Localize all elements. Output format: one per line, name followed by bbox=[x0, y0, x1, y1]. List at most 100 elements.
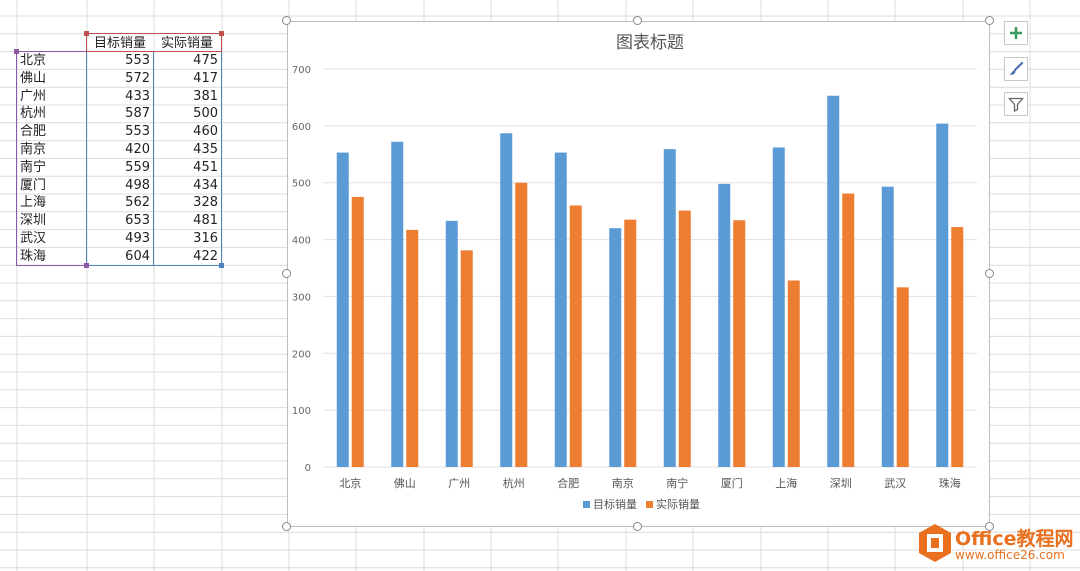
city-cell[interactable]: 杭州 bbox=[20, 106, 47, 122]
legend-label: 实际销量 bbox=[656, 497, 700, 511]
legend-label: 目标销量 bbox=[593, 497, 637, 511]
x-tick-label: 武汉 bbox=[884, 477, 906, 490]
resize-handle-top[interactable] bbox=[633, 16, 642, 25]
x-tick-label: 南京 bbox=[612, 476, 634, 490]
target-cell[interactable]: 653 bbox=[125, 213, 150, 229]
x-tick-label: 厦门 bbox=[721, 476, 743, 490]
resize-handle-top-left[interactable] bbox=[282, 16, 291, 25]
bar-target bbox=[827, 95, 840, 468]
actual-cell[interactable]: 500 bbox=[193, 106, 218, 122]
target-cell[interactable]: 559 bbox=[125, 159, 150, 175]
bar-actual bbox=[406, 229, 419, 467]
city-cell[interactable]: 北京 bbox=[20, 53, 47, 68]
resize-handle-bottom[interactable] bbox=[633, 522, 642, 531]
bar-target bbox=[718, 183, 731, 467]
actual-cell[interactable]: 328 bbox=[193, 195, 218, 211]
bar-actual bbox=[896, 287, 909, 467]
bar-target bbox=[772, 147, 785, 467]
target-cell[interactable]: 572 bbox=[125, 70, 150, 86]
x-tick-label: 北京 bbox=[339, 476, 361, 490]
resize-handle-right[interactable] bbox=[985, 269, 994, 278]
bar-target bbox=[336, 152, 349, 467]
bar-target bbox=[391, 141, 404, 467]
chart-plot: 图表标题 0 100 200 300 400 500 600 700 北京 佛山 广州 杭州 合肥 南京 南宁… bbox=[292, 33, 977, 511]
chart-filters-button[interactable] bbox=[1004, 92, 1028, 116]
actual-cell[interactable]: 422 bbox=[193, 248, 218, 264]
resize-handle-top-right[interactable] bbox=[985, 16, 994, 25]
chart-elements-button[interactable] bbox=[1004, 21, 1028, 45]
city-cell[interactable]: 上海 bbox=[20, 195, 47, 211]
target-cell[interactable]: 493 bbox=[125, 231, 150, 246]
city-cell[interactable]: 武汉 bbox=[20, 231, 47, 246]
resize-handle-bottom-right[interactable] bbox=[985, 522, 994, 531]
bar-actual bbox=[351, 196, 364, 467]
x-tick-label: 深圳 bbox=[830, 477, 852, 490]
range-corner-handle[interactable] bbox=[84, 31, 89, 36]
city-cell[interactable]: 广州 bbox=[20, 88, 47, 104]
target-cell[interactable]: 604 bbox=[125, 248, 150, 264]
city-cell[interactable]: 合肥 bbox=[20, 124, 47, 140]
chart-area[interactable]: 图表标题 0 100 200 300 400 500 600 700 北京 佛山 广州 杭州 合肥 南京 南宁… bbox=[287, 21, 990, 527]
city-cell[interactable]: 厦门 bbox=[20, 177, 47, 193]
bar-actual bbox=[624, 219, 637, 467]
actual-cell[interactable]: 435 bbox=[193, 142, 218, 157]
target-cell[interactable]: 553 bbox=[125, 124, 150, 140]
bar-target bbox=[881, 186, 894, 468]
actual-cell[interactable]: 417 bbox=[193, 70, 218, 86]
target-cell[interactable]: 498 bbox=[125, 177, 150, 193]
bar-actual bbox=[460, 250, 473, 467]
actual-cell[interactable]: 451 bbox=[193, 159, 218, 175]
office-logo-icon bbox=[919, 524, 951, 562]
actual-cell[interactable]: 316 bbox=[193, 231, 218, 246]
y-tick-label: 0 bbox=[305, 463, 311, 474]
header-target[interactable]: 目标销量 bbox=[93, 36, 146, 51]
resize-handle-left[interactable] bbox=[282, 269, 291, 278]
logo-url-text: www.office26.com bbox=[955, 548, 1065, 562]
bar-actual bbox=[569, 205, 582, 467]
target-cell[interactable]: 562 bbox=[125, 195, 150, 211]
actual-cell[interactable]: 475 bbox=[193, 53, 218, 68]
target-cell[interactable]: 587 bbox=[125, 106, 150, 122]
resize-handle-bottom-left[interactable] bbox=[282, 522, 291, 531]
y-tick-label: 600 bbox=[292, 122, 311, 133]
range-corner-handle[interactable] bbox=[219, 263, 224, 268]
actual-cell[interactable]: 381 bbox=[193, 88, 218, 104]
x-tick-label: 合肥 bbox=[557, 476, 579, 490]
range-corner-handle[interactable] bbox=[14, 49, 19, 54]
y-tick-label: 200 bbox=[292, 349, 311, 360]
y-tick-label: 500 bbox=[292, 179, 311, 190]
bar-target bbox=[663, 149, 676, 467]
city-cell[interactable]: 佛山 bbox=[20, 70, 47, 86]
plus-icon bbox=[1010, 27, 1022, 39]
bar-actual bbox=[787, 280, 800, 467]
y-tick-label: 300 bbox=[292, 292, 311, 303]
target-cell[interactable]: 553 bbox=[125, 53, 150, 68]
chart-styles-button[interactable] bbox=[1004, 57, 1028, 81]
y-tick-label: 100 bbox=[292, 406, 311, 417]
bar-target bbox=[445, 220, 458, 467]
office26-logo: Office教程网 www.office26.com bbox=[915, 520, 1080, 571]
bar-target bbox=[609, 228, 622, 467]
bar-actual bbox=[842, 193, 855, 467]
city-cell[interactable]: 南宁 bbox=[20, 159, 47, 175]
filter-icon bbox=[1008, 97, 1024, 112]
city-cell[interactable]: 珠海 bbox=[20, 248, 47, 264]
city-cell[interactable]: 深圳 bbox=[20, 213, 47, 229]
bar-actual bbox=[951, 227, 964, 467]
city-cell[interactable]: 南京 bbox=[20, 142, 47, 157]
range-corner-handle[interactable] bbox=[219, 31, 224, 36]
target-cell[interactable]: 420 bbox=[125, 142, 150, 157]
paintbrush-icon bbox=[1010, 61, 1024, 75]
y-tick-label: 700 bbox=[292, 65, 311, 76]
bar-actual bbox=[515, 182, 528, 467]
logo-brand-text: Office教程网 bbox=[955, 528, 1074, 550]
header-actual[interactable]: 实际销量 bbox=[160, 36, 213, 51]
actual-cell[interactable]: 434 bbox=[193, 177, 218, 193]
actual-cell[interactable]: 481 bbox=[193, 213, 218, 229]
actual-cell[interactable]: 460 bbox=[193, 124, 218, 140]
target-cell[interactable]: 433 bbox=[125, 88, 150, 104]
range-corner-handle[interactable] bbox=[84, 263, 89, 268]
legend-swatch bbox=[583, 501, 590, 508]
x-tick-label: 佛山 bbox=[394, 477, 416, 490]
x-tick-label: 杭州 bbox=[503, 476, 525, 490]
